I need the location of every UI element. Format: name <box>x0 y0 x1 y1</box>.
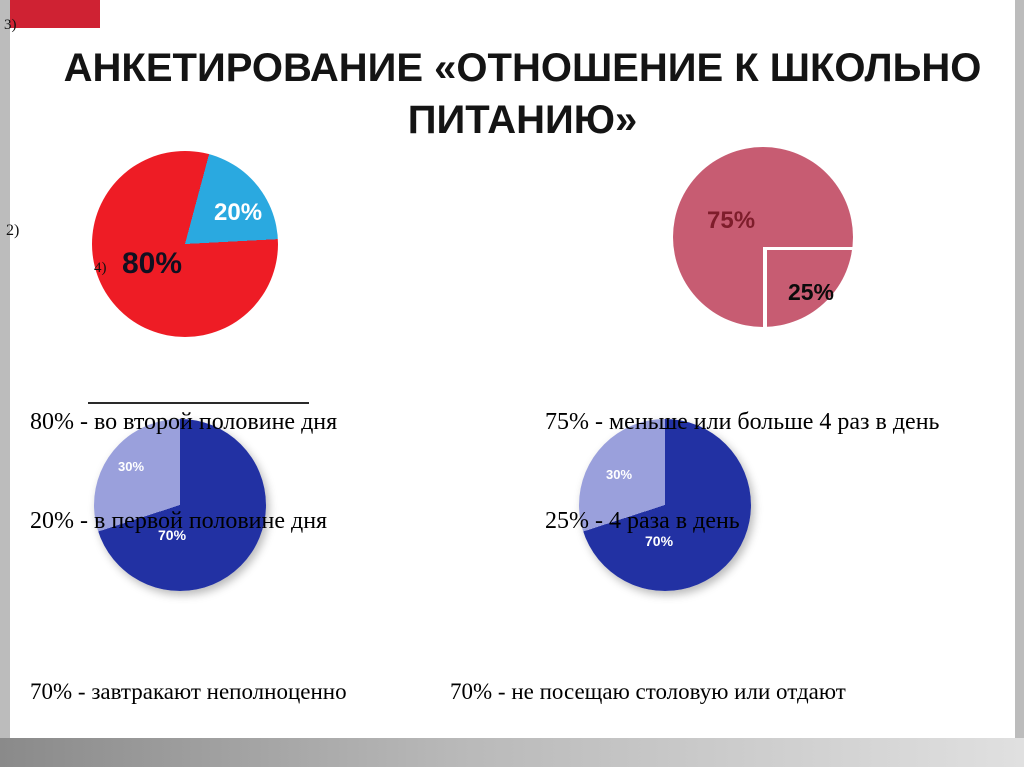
slide-background <box>10 0 1015 738</box>
pie1-slice-label-20: 20% <box>214 199 263 226</box>
pie2-exploded-slice: 25% <box>763 247 855 334</box>
slide-title-line2: ПИТАНИЮ» <box>407 98 638 142</box>
list-marker-3: 3) <box>4 17 17 33</box>
caption-pie3-line1: 70% - завтракают неполноценно <box>30 679 347 704</box>
list-marker-2: 2) <box>6 222 20 239</box>
caption-pie1-line1: 80% - во второй половине дня <box>30 409 338 435</box>
caption-pie3: 70% - завтракают неполноценно 30% - завт… <box>30 612 347 767</box>
caption-pie2-line1: 75% - меньше или больше 4 раз в день <box>545 409 940 435</box>
caption-pie4: 70% - не посещаю столовую или отдают пре… <box>450 612 947 767</box>
pie2-slice-label-25: 25% <box>787 278 835 305</box>
pie2-slice-label-75: 75% <box>707 207 756 234</box>
caption-pie4-line1: 70% - не посещаю столовую или отдают <box>450 679 846 704</box>
bottom-gradient-bar <box>0 738 1024 767</box>
pie4-slice-label-30: 30% <box>606 467 633 482</box>
pie4-slice-label-70: 70% <box>645 533 674 549</box>
slide-title: АНКЕТИРОВАНИЕ «ОТНОШЕНИЕ К ШКОЛЬНО ПИТАН… <box>30 42 1015 146</box>
pie-chart-canteen: 30% 70% <box>579 419 751 591</box>
caption-pie2-line2: 25% - 4 раза в день <box>545 508 740 534</box>
list-marker-4: 4) <box>94 260 107 276</box>
caption-underline <box>88 402 309 404</box>
caption-pie1-line2: 20% - в первой половине дня <box>30 508 328 534</box>
accent-bar <box>10 0 100 28</box>
pie3-slice-label-30: 30% <box>118 459 145 474</box>
pie1-slice-label-80: 80% <box>122 247 183 280</box>
pie-chart-meal-time: 20% 80% <box>92 151 278 337</box>
pie-chart-breakfast: 30% 70% <box>94 419 266 591</box>
caption-pie2: 75% - меньше или больше 4 раз в день 25%… <box>545 340 939 604</box>
slide-title-line1: АНКЕТИРОВАНИЕ «ОТНОШЕНИЕ К ШКОЛЬНО <box>63 46 982 90</box>
pie3-slice-label-70: 70% <box>158 527 187 543</box>
pie-chart-meals-per-day: 75% 25% <box>673 147 869 343</box>
caption-pie1: 80% - во второй половине дня 20% - в пер… <box>30 340 337 604</box>
